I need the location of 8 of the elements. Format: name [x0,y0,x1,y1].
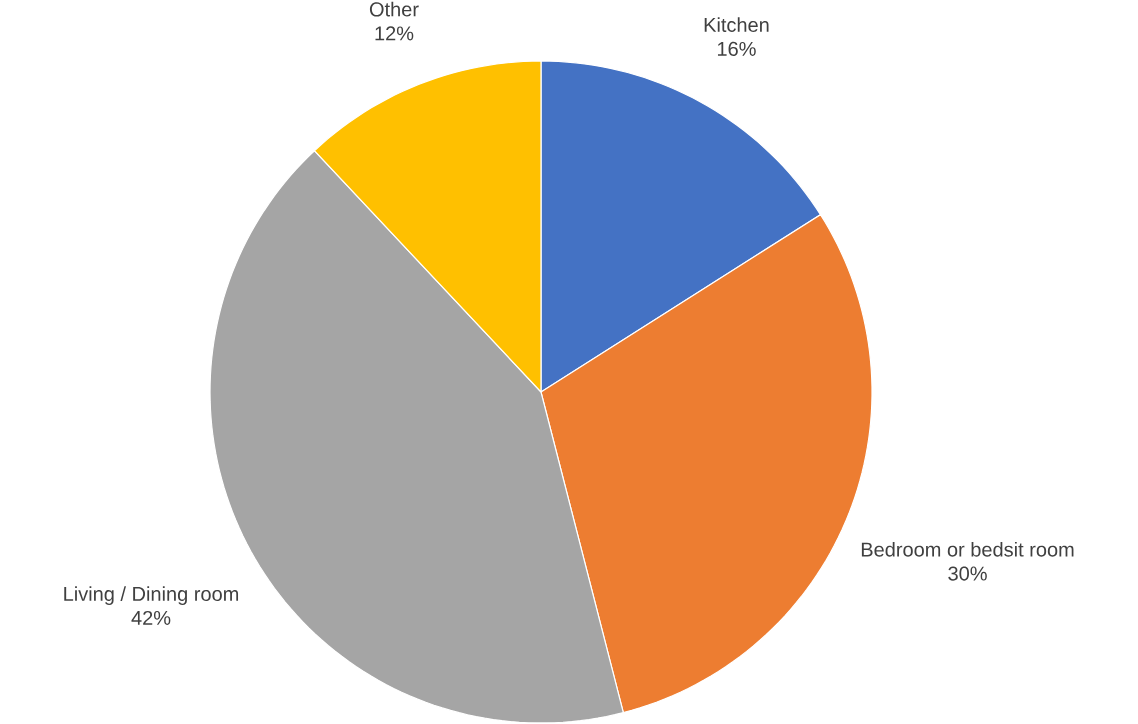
slice-label: Other [369,1,419,17]
slice-label: Living / Dining room [64,586,239,605]
data-label: 42% [131,610,171,625]
slice-label: Bedroom or bedsit room [861,541,1074,557]
slice-label: Kitchen [704,17,769,32]
data-label: 12% [375,26,414,41]
data-label: 16% [717,41,756,56]
data-label: 30% [948,566,987,581]
